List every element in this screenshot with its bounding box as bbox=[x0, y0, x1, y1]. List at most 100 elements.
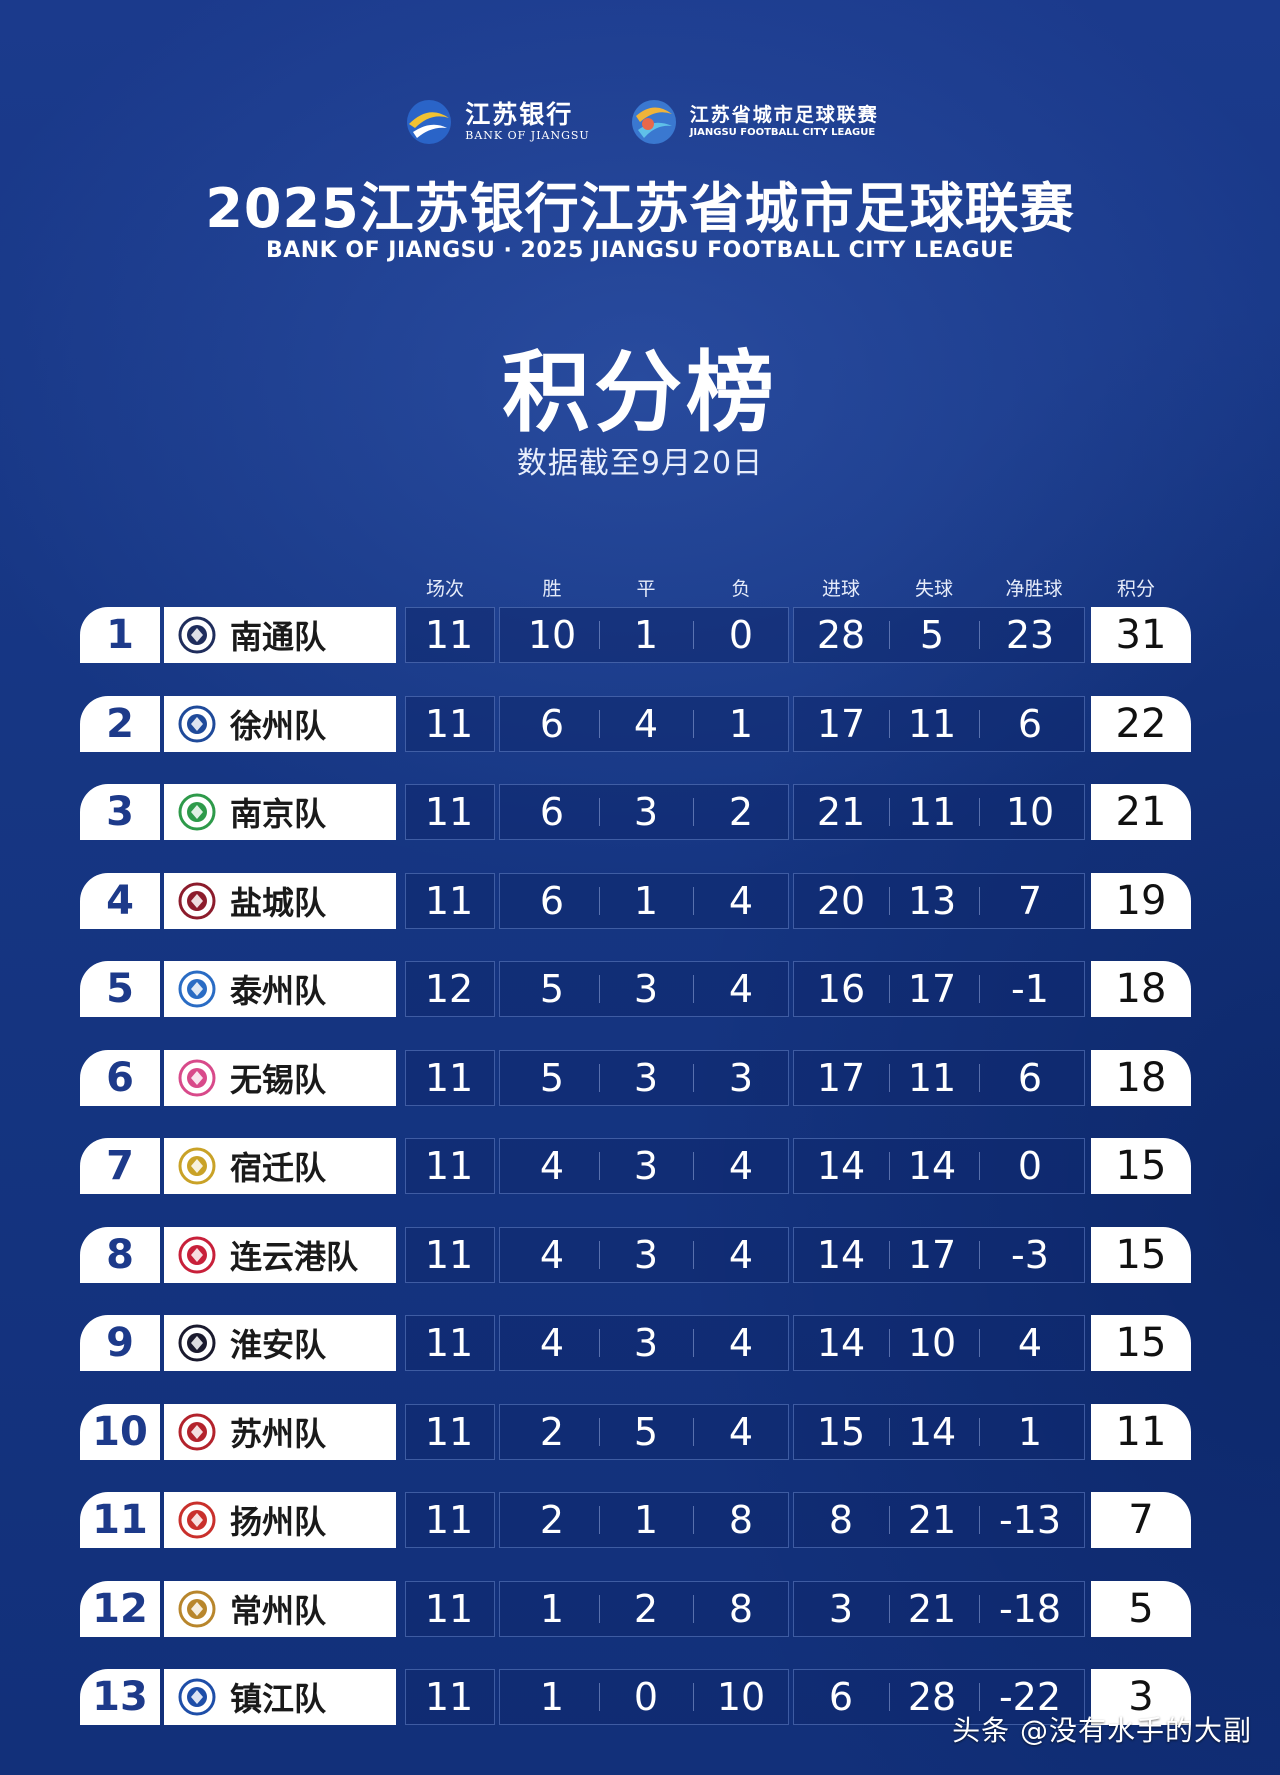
record-panel bbox=[499, 1138, 789, 1194]
page-subtitle: BANK OF JIANGSU · 2025 JIANGSU FOOTBALL … bbox=[265, 238, 1015, 263]
rank-cell: 8 bbox=[80, 1227, 160, 1283]
column-divider bbox=[979, 1064, 980, 1092]
played-panel bbox=[405, 873, 495, 929]
column-divider bbox=[599, 1683, 600, 1711]
team-crest-icon bbox=[178, 1413, 216, 1451]
drawn-cell: 0 bbox=[633, 1675, 659, 1719]
drawn-cell: 3 bbox=[633, 790, 659, 834]
rank-cell: 11 bbox=[80, 1492, 160, 1548]
column-divider bbox=[693, 887, 694, 915]
won-cell: 5 bbox=[539, 1056, 565, 1100]
record-panel bbox=[499, 1669, 789, 1725]
column-divider bbox=[889, 1683, 890, 1711]
goals-against-cell: 21 bbox=[907, 1587, 957, 1631]
record-panel bbox=[499, 784, 789, 840]
team-cell: 常州队 bbox=[164, 1581, 396, 1637]
goals-for-cell: 15 bbox=[816, 1410, 866, 1454]
rank-cell: 7 bbox=[80, 1138, 160, 1194]
won-cell: 6 bbox=[539, 790, 565, 834]
goal-difference-cell: 0 bbox=[1017, 1144, 1043, 1188]
played-cell: 11 bbox=[424, 790, 474, 834]
goals-against-cell: 11 bbox=[907, 790, 957, 834]
goal-difference-cell: -3 bbox=[1011, 1233, 1049, 1277]
column-divider bbox=[979, 710, 980, 738]
team-name: 宿迁队 bbox=[230, 1149, 327, 1187]
column-divider bbox=[693, 1418, 694, 1446]
played-panel bbox=[405, 961, 495, 1017]
rank-cell: 1 bbox=[80, 607, 160, 663]
goals-against-cell: 17 bbox=[907, 1233, 957, 1277]
column-divider bbox=[889, 1064, 890, 1092]
won-cell: 1 bbox=[539, 1675, 565, 1719]
team-crest-icon bbox=[178, 1501, 216, 1539]
record-panel bbox=[499, 873, 789, 929]
column-divider bbox=[889, 1329, 890, 1357]
lost-cell: 4 bbox=[728, 1233, 754, 1277]
goals-for-cell: 21 bbox=[816, 790, 866, 834]
played-cell: 11 bbox=[424, 613, 474, 657]
goals-panel bbox=[793, 784, 1085, 840]
won-cell: 6 bbox=[539, 879, 565, 923]
column-divider bbox=[599, 1241, 600, 1269]
goals-for-cell: 8 bbox=[828, 1498, 854, 1542]
team-name: 泰州队 bbox=[230, 972, 327, 1010]
record-panel bbox=[499, 696, 789, 752]
points-cell: 7 bbox=[1091, 1492, 1191, 1548]
won-cell: 2 bbox=[539, 1410, 565, 1454]
column-divider bbox=[979, 621, 980, 649]
column-divider bbox=[889, 1152, 890, 1180]
table-row: 7 宿迁队 11 4 3 4 14 14 0 15 bbox=[0, 1138, 1280, 1194]
team-cell: 苏州队 bbox=[164, 1404, 396, 1460]
column-divider bbox=[979, 1595, 980, 1623]
rank-cell: 10 bbox=[80, 1404, 160, 1460]
team-crest-icon bbox=[178, 616, 216, 654]
team-cell: 南京队 bbox=[164, 784, 396, 840]
points-cell: 5 bbox=[1091, 1581, 1191, 1637]
column-divider bbox=[979, 1329, 980, 1357]
rank-cell: 6 bbox=[80, 1050, 160, 1106]
played-cell: 11 bbox=[424, 702, 474, 746]
column-headers: 场次 胜 平 负 进球 失球 净胜球 积分 bbox=[0, 574, 1280, 600]
table-row: 5 泰州队 12 5 3 4 16 17 -1 18 bbox=[0, 961, 1280, 1017]
played-panel bbox=[405, 784, 495, 840]
played-cell: 11 bbox=[424, 1321, 474, 1365]
lost-cell: 0 bbox=[728, 613, 754, 657]
goals-against-cell: 11 bbox=[907, 1056, 957, 1100]
record-panel bbox=[499, 1404, 789, 1460]
column-divider bbox=[599, 710, 600, 738]
played-cell: 12 bbox=[424, 967, 474, 1011]
won-cell: 5 bbox=[539, 967, 565, 1011]
team-name: 常州队 bbox=[230, 1592, 327, 1630]
team-cell: 盐城队 bbox=[164, 873, 396, 929]
played-cell: 11 bbox=[424, 1410, 474, 1454]
team-cell: 连云港队 bbox=[164, 1227, 396, 1283]
won-cell: 4 bbox=[539, 1233, 565, 1277]
team-name: 镇江队 bbox=[230, 1680, 327, 1718]
column-divider bbox=[599, 975, 600, 1003]
won-cell: 6 bbox=[539, 702, 565, 746]
column-divider bbox=[693, 1064, 694, 1092]
team-cell: 泰州队 bbox=[164, 961, 396, 1017]
record-panel bbox=[499, 1492, 789, 1548]
goal-difference-cell: 6 bbox=[1017, 1056, 1043, 1100]
column-divider bbox=[599, 1418, 600, 1446]
goals-against-cell: 17 bbox=[907, 967, 957, 1011]
team-crest-icon bbox=[178, 1236, 216, 1274]
drawn-cell: 3 bbox=[633, 1144, 659, 1188]
goals-panel bbox=[793, 1315, 1085, 1371]
column-divider bbox=[599, 1595, 600, 1623]
record-panel bbox=[499, 1050, 789, 1106]
team-name: 南京队 bbox=[230, 795, 327, 833]
goals-panel bbox=[793, 1404, 1085, 1460]
column-header-lost: 负 bbox=[731, 578, 751, 600]
bank-name-en: BANK OF JIANGSU bbox=[465, 129, 590, 143]
column-divider bbox=[693, 1241, 694, 1269]
column-header-goal-difference: 净胜球 bbox=[1005, 578, 1063, 600]
drawn-cell: 4 bbox=[633, 702, 659, 746]
league-name-en: JIANGSU FOOTBALL CITY LEAGUE bbox=[689, 127, 876, 139]
team-crest-icon bbox=[178, 970, 216, 1008]
column-header-points: 积分 bbox=[1116, 578, 1156, 600]
lost-cell: 3 bbox=[728, 1056, 754, 1100]
rank-cell: 4 bbox=[80, 873, 160, 929]
column-header-drawn: 平 bbox=[636, 578, 656, 600]
